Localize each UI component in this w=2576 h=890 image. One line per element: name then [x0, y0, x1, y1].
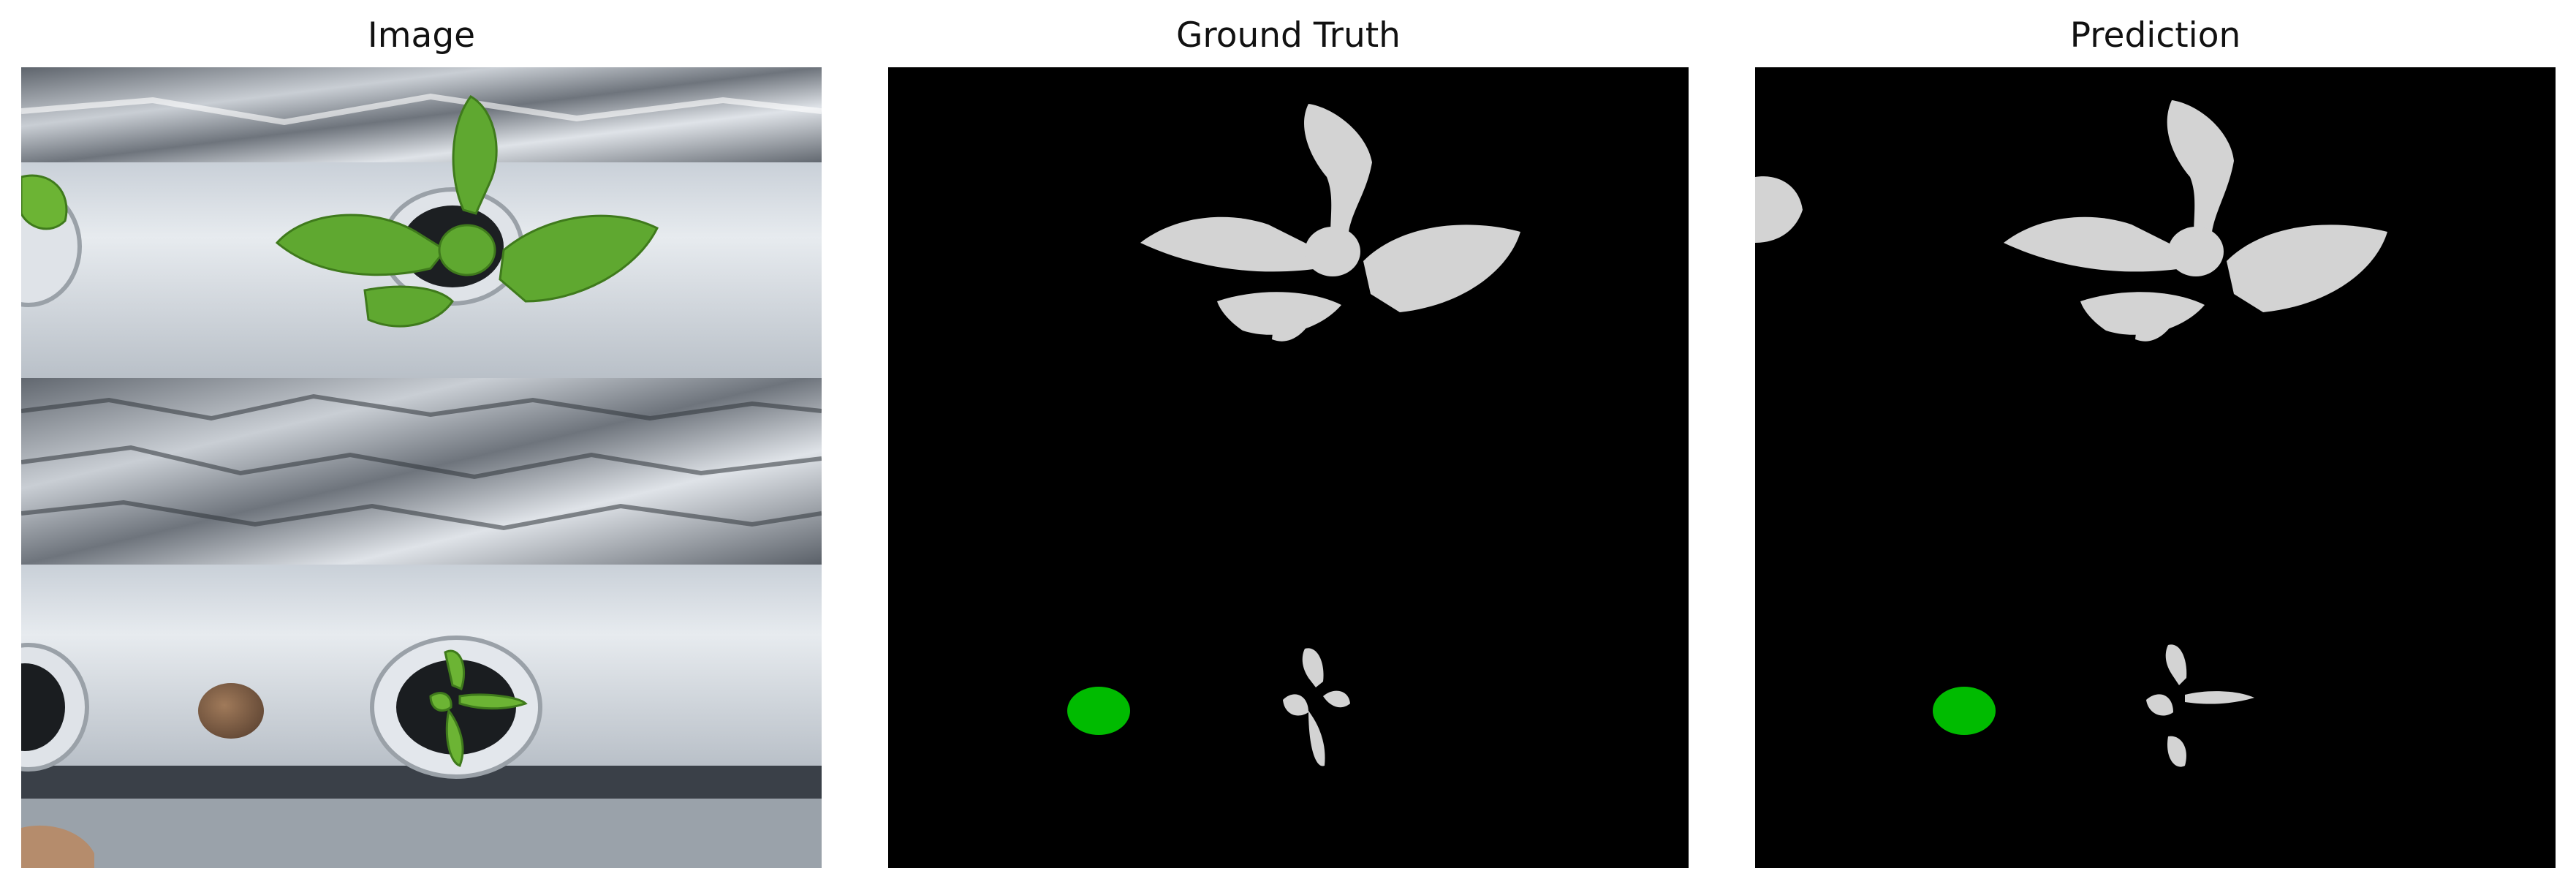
- foil-top: [21, 67, 822, 166]
- gt-leaf-stub: [1272, 305, 1312, 342]
- foil-highlight: [21, 93, 822, 126]
- net-pot-bottom-hole: [396, 660, 516, 755]
- gt-seedling-leaf-top: [1302, 648, 1324, 687]
- prediction-mask: [1755, 67, 2556, 868]
- pred-seedling-mask: [2146, 644, 2254, 767]
- gt-seedling-leaf-right: [1323, 690, 1350, 708]
- ground-truth-mask: [888, 67, 1689, 868]
- large-plant-leaf-lower: [363, 285, 454, 328]
- coin: [198, 683, 264, 739]
- pred-seedling-leaf-left: [2146, 694, 2173, 716]
- pred-large-plant-mask: [2004, 100, 2387, 342]
- pred-plant-center: [2168, 227, 2224, 276]
- gt-plant-center: [1305, 227, 1360, 276]
- gt-leaf-left: [1140, 216, 1327, 272]
- gt-leaf-right: [1363, 225, 1520, 312]
- bottom-rail: [21, 799, 822, 868]
- gt-coin-mask: [1067, 687, 1130, 735]
- left-plant-leaf: [21, 174, 68, 230]
- large-plant-leaf-right: [499, 214, 659, 303]
- seedling-leaf-bottom: [445, 708, 464, 767]
- gt-leaf-top: [1304, 104, 1372, 239]
- prediction-panel-title: Prediction: [2069, 15, 2241, 56]
- large-plant-center: [438, 224, 496, 276]
- large-plant: [275, 95, 659, 328]
- left-plant: [21, 174, 68, 230]
- input-photo-panel: [21, 67, 822, 868]
- pred-left-plant-mask: [1755, 176, 1803, 243]
- seedling-leaf-right: [458, 693, 528, 710]
- ground-truth-panel-title: Ground Truth: [1176, 15, 1401, 56]
- hand: [21, 825, 94, 868]
- pred-seedling-leaf-right: [2185, 691, 2254, 704]
- prediction-mask-panel: [1755, 67, 2556, 868]
- large-plant-leaf-left: [275, 214, 447, 276]
- net-pot-left-bottom-hole: [21, 663, 65, 751]
- pred-coin-mask: [1933, 687, 1996, 735]
- seedling-leaf-left: [429, 692, 452, 712]
- pred-leaf-left: [2004, 216, 2190, 272]
- seedling: [429, 649, 528, 767]
- pred-leaf-top: [2167, 100, 2234, 239]
- pred-seedling-leaf-top: [2165, 644, 2187, 685]
- gt-seedling-leaf-bottom: [1308, 711, 1325, 766]
- foil-creases: [21, 393, 822, 531]
- seedling-leaf-top: [444, 649, 465, 691]
- gt-seedling-leaf-left: [1283, 694, 1308, 716]
- input-photo: [21, 67, 822, 868]
- mask-background: [1755, 67, 2556, 868]
- image-panel-title: Image: [367, 15, 476, 56]
- pred-leaf-right: [2227, 225, 2387, 312]
- pred-seedling-leaf-bottom: [2167, 736, 2186, 767]
- mask-background: [888, 67, 1689, 868]
- pred-leaf-stub: [2135, 305, 2175, 342]
- large-plant-leaf-top: [452, 95, 498, 215]
- gt-seedling-mask: [1283, 648, 1350, 766]
- gt-large-plant-mask: [1140, 104, 1520, 342]
- ground-truth-mask-panel: [888, 67, 1689, 868]
